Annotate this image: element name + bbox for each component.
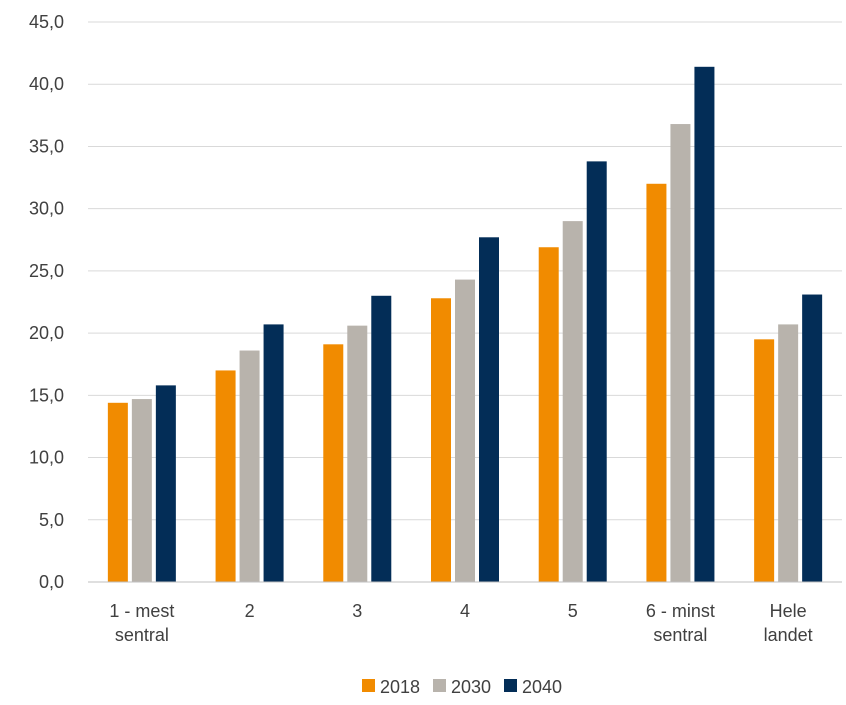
x-category-label-line: Hele — [770, 601, 807, 621]
bars — [107, 66, 823, 583]
x-category-label-line: 4 — [460, 601, 470, 621]
gridlines — [88, 21, 842, 521]
y-tick-label: 0,0 — [39, 572, 64, 592]
y-tick-label: 30,0 — [29, 199, 64, 219]
x-category-label: 5 — [568, 601, 578, 621]
bar-2018-6 — [754, 339, 775, 582]
x-category-label: 1 - mest sentral — [109, 601, 174, 645]
x-category-label: 3 — [352, 601, 362, 621]
legend-label-2040: 2040 — [522, 677, 562, 697]
bar-2018-1 — [215, 370, 236, 582]
legend-swatch-2040 — [504, 679, 517, 692]
bar-2018-2 — [323, 344, 344, 582]
x-category-label-line: sentral — [115, 625, 169, 645]
x-category-label-line: sentral — [653, 625, 707, 645]
y-tick-label: 10,0 — [29, 448, 64, 468]
y-tick-label: 40,0 — [29, 74, 64, 94]
y-tick-label: 25,0 — [29, 261, 64, 281]
x-category-label-line: landet — [764, 625, 813, 645]
bar-2018-3 — [431, 298, 451, 582]
x-category-label-line: 2 — [245, 601, 255, 621]
bar-2018-5 — [646, 183, 667, 582]
bar-2040-3 — [479, 237, 499, 583]
x-category-label: 2 — [245, 601, 255, 621]
x-category-label: 6 - minst sentral — [646, 601, 715, 645]
bar-2018-4 — [538, 247, 559, 582]
bar-2030-0 — [131, 399, 152, 582]
y-tick-label: 5,0 — [39, 510, 64, 530]
bar-2040-6 — [802, 294, 823, 582]
x-category-label: 4 — [460, 601, 470, 621]
y-tick-label: 35,0 — [29, 136, 64, 156]
bar-2040-2 — [371, 295, 392, 582]
bar-2040-4 — [586, 161, 607, 582]
x-category-label-line: 1 - mest — [109, 601, 174, 621]
bar-2040-1 — [263, 324, 284, 582]
bar-2040-0 — [155, 385, 176, 582]
x-category-label-line: 3 — [352, 601, 362, 621]
bar-2030-2 — [347, 325, 368, 582]
x-category-label: Hele landet — [764, 601, 813, 645]
x-axis-category-labels: 1 - mest sentral 2 3 4 5 6 - minst sentral Hele l… — [109, 601, 812, 645]
bar-2040-5 — [694, 66, 715, 583]
y-axis-tick-labels: 0,0 5,0 10,0 15,0 20,0 25,0 30,0 35,0 40,0 45,0 — [29, 12, 64, 592]
y-tick-label: 20,0 — [29, 323, 64, 343]
legend-label-2018: 2018 — [380, 677, 420, 697]
legend-label-2030: 2030 — [451, 677, 491, 697]
legend: 2018 2030 2040 — [362, 677, 562, 697]
x-category-label-line: 5 — [568, 601, 578, 621]
bar-2030-1 — [239, 350, 260, 582]
y-tick-label: 15,0 — [29, 385, 64, 405]
bar-2030-5 — [670, 124, 691, 583]
bar-2030-3 — [455, 279, 475, 582]
bar-2030-4 — [562, 221, 583, 582]
legend-swatch-2018 — [362, 679, 375, 692]
legend-swatch-2030 — [433, 679, 446, 692]
x-category-label-line: 6 - minst — [646, 601, 715, 621]
bar-2018-0 — [107, 402, 128, 582]
y-tick-label: 45,0 — [29, 12, 64, 32]
bar-2030-6 — [778, 324, 799, 582]
